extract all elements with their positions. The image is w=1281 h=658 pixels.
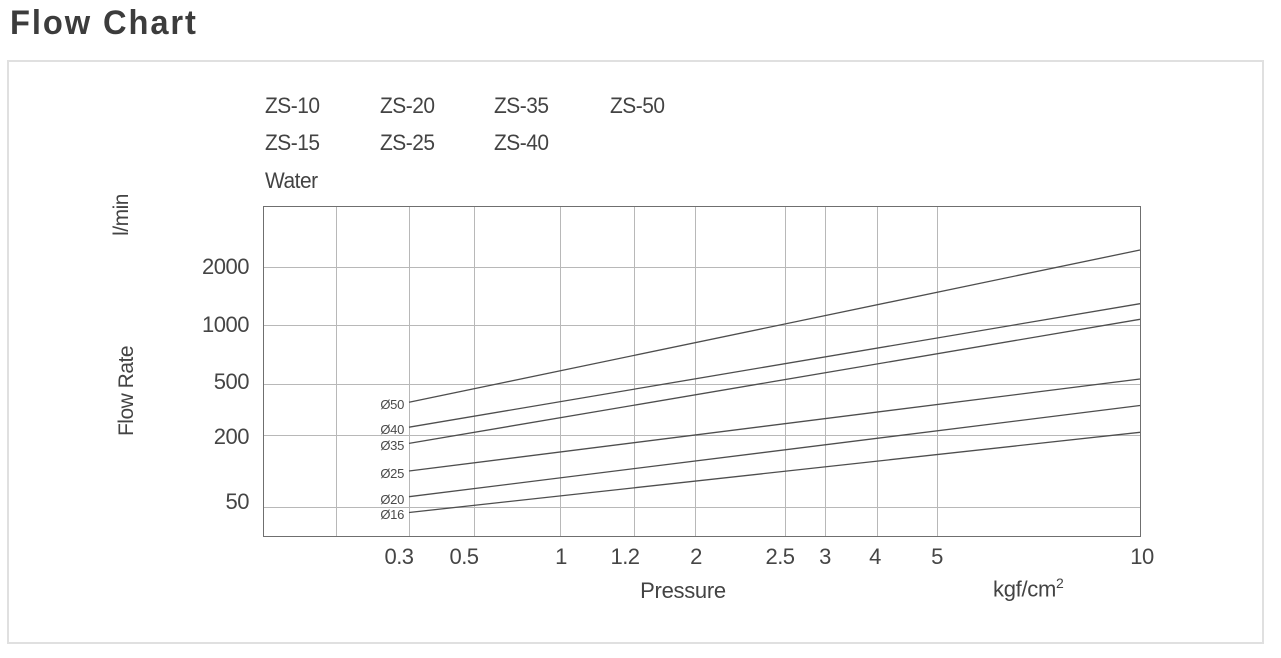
x-axis-label: Pressure	[640, 578, 726, 603]
y-tick-label: 2000	[202, 254, 249, 279]
legend-item: ZS-35	[494, 93, 549, 118]
x-axis-unit: kgf/cm2	[993, 575, 1064, 602]
legend-item: ZS-15	[265, 130, 320, 155]
x-tick-label: 2.5	[765, 544, 795, 569]
series-label: Ø25	[380, 466, 404, 481]
x-tick-label: 2	[690, 544, 702, 569]
y-tick-label: 1000	[202, 312, 249, 337]
x-tick-label: 1.2	[610, 544, 640, 569]
y-tick-label: 200	[213, 424, 250, 449]
legend-item: Water	[265, 168, 318, 193]
series-line-o20	[408, 404, 1141, 498]
x-tick-label: 4	[869, 544, 881, 569]
series-label: Ø20	[380, 491, 404, 507]
x-tick-label: 3	[819, 544, 831, 569]
x-tick-label: 0.5	[449, 544, 479, 569]
legend-item: ZS-20	[380, 93, 435, 118]
legend-item: ZS-50	[610, 93, 665, 118]
series-line-o50	[408, 249, 1141, 403]
legend-item: ZS-40	[494, 130, 549, 155]
series-line-o16	[408, 431, 1141, 514]
chart-panel: ZS-10 ZS-20 ZS-35 ZS-50 ZS-15 ZS-25 ZS-40 Water…	[7, 60, 1264, 644]
x-tick-label: 1	[555, 544, 567, 569]
plot-border	[262, 205, 1142, 538]
x-axis-unit-exponent: 2	[1056, 575, 1064, 591]
series-label: Ø35	[380, 438, 404, 454]
series-label: Ø40	[380, 422, 404, 438]
series-label: Ø16	[380, 507, 404, 523]
y-axis-unit: l/min	[110, 194, 133, 236]
y-axis-label: Flow Rate	[115, 345, 138, 437]
x-tick-label: 10	[1130, 544, 1154, 569]
series-line-o40	[408, 303, 1141, 428]
x-tick-label: 0.3	[384, 544, 414, 569]
legend-item: ZS-10	[265, 93, 320, 118]
legend-item: ZS-25	[380, 130, 435, 155]
x-axis-unit-base: kgf/cm	[993, 576, 1056, 602]
plot-area: Ø50 Ø40 Ø35 Ø25 Ø20 Ø16	[262, 205, 1142, 538]
series-label: Ø50	[380, 397, 404, 413]
page-title: Flow Chart	[10, 4, 198, 42]
y-tick-label: 50	[225, 489, 250, 514]
series-line-o25	[408, 378, 1141, 472]
x-tick-label: 5	[931, 544, 943, 569]
chart-svg	[262, 205, 1142, 538]
series-line-o35	[408, 318, 1141, 445]
y-tick-label: 500	[213, 369, 250, 394]
